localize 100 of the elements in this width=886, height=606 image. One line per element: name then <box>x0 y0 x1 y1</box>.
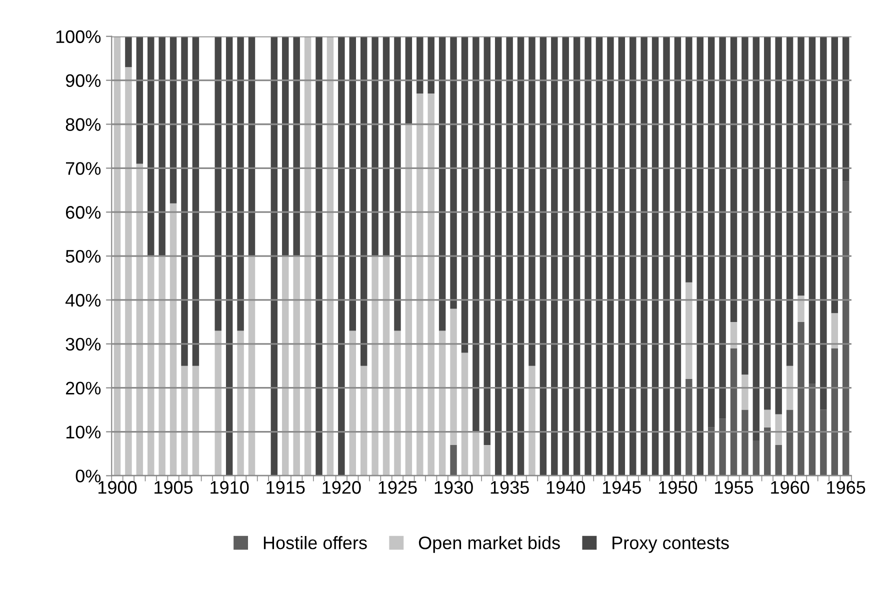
bar <box>338 36 345 476</box>
bar <box>158 256 166 476</box>
bar <box>148 256 154 476</box>
bar <box>618 36 626 476</box>
bar <box>237 330 244 476</box>
bar <box>820 410 827 476</box>
bar <box>136 164 144 476</box>
bar <box>472 36 480 432</box>
bar <box>808 36 816 384</box>
bar <box>282 36 289 256</box>
bar <box>214 36 222 331</box>
bar <box>248 36 256 256</box>
bar <box>831 313 838 348</box>
bar <box>372 256 378 476</box>
bar <box>786 410 794 476</box>
bar <box>450 444 457 476</box>
bar <box>438 36 446 331</box>
x-tick-label: 1935 <box>490 481 529 494</box>
bar <box>686 36 692 282</box>
bar <box>394 36 401 331</box>
bar <box>181 366 188 476</box>
bar <box>842 181 850 476</box>
bar <box>438 330 446 476</box>
y-tick-label: 40% <box>66 294 101 307</box>
y-tick-label: 20% <box>66 382 101 395</box>
x-tick-label: 1945 <box>602 481 641 494</box>
bar <box>270 36 278 476</box>
bar <box>226 36 233 476</box>
y-tick-label: 10% <box>66 426 101 438</box>
bar <box>428 36 434 94</box>
bar <box>674 36 682 476</box>
bar <box>494 36 502 476</box>
y-tick-label: 50% <box>66 250 101 263</box>
bar <box>349 36 356 331</box>
y-tick-label: 90% <box>66 74 101 88</box>
legend-label: Open market bids <box>418 536 560 553</box>
bar <box>562 36 569 476</box>
y-tick-label: 0% <box>76 470 101 482</box>
bar <box>416 36 424 94</box>
bar <box>170 36 177 204</box>
bar <box>696 36 704 476</box>
bar <box>831 348 838 476</box>
bar <box>517 36 524 476</box>
x-tick-label: 1940 <box>546 481 585 494</box>
bar <box>808 383 816 476</box>
bar <box>528 36 536 366</box>
bar <box>786 36 794 366</box>
bar <box>540 36 547 476</box>
bar <box>192 366 200 476</box>
bar <box>349 330 356 476</box>
bar <box>125 36 132 68</box>
legend-label: Proxy contests <box>612 536 729 553</box>
bar <box>730 322 738 348</box>
bar <box>730 36 738 322</box>
bar <box>506 36 513 476</box>
x-tick-label: 1930 <box>434 481 473 494</box>
bar <box>640 36 648 476</box>
x-tick-label: 1955 <box>715 481 754 494</box>
bar <box>798 296 804 322</box>
bar <box>237 36 244 331</box>
bar <box>584 36 592 476</box>
bar <box>170 203 177 476</box>
bar <box>742 36 748 375</box>
x-tick-label: 1950 <box>659 481 698 494</box>
bar <box>316 36 322 476</box>
bar <box>708 36 715 428</box>
bar <box>450 308 457 445</box>
bar <box>820 36 827 410</box>
x-tick-label: 1900 <box>98 481 137 494</box>
bar <box>708 427 715 476</box>
bar <box>293 256 300 476</box>
bar <box>831 36 838 314</box>
bar <box>742 410 748 476</box>
bar <box>764 410 771 428</box>
bar <box>461 352 468 476</box>
bar <box>382 36 390 256</box>
bar <box>461 36 468 353</box>
bar <box>528 366 536 476</box>
bar <box>114 36 121 476</box>
legend-label: Hostile offers <box>264 536 367 550</box>
x-tick-label: 1965 <box>827 481 866 494</box>
bar <box>484 444 491 476</box>
bar <box>428 93 434 476</box>
bar <box>158 36 166 256</box>
bar <box>752 440 760 476</box>
x-tick-label: 1920 <box>322 481 361 494</box>
bar <box>719 418 726 476</box>
bar <box>405 36 412 124</box>
bar <box>730 348 738 476</box>
bar <box>416 93 424 476</box>
bar <box>573 36 580 476</box>
bar <box>304 36 312 476</box>
bar <box>686 379 692 476</box>
y-tick-label: 100% <box>56 30 101 44</box>
bar <box>326 36 334 476</box>
bar <box>484 36 491 445</box>
bar <box>742 374 748 410</box>
bar <box>663 36 670 476</box>
bar <box>372 36 378 256</box>
bar <box>798 36 804 296</box>
